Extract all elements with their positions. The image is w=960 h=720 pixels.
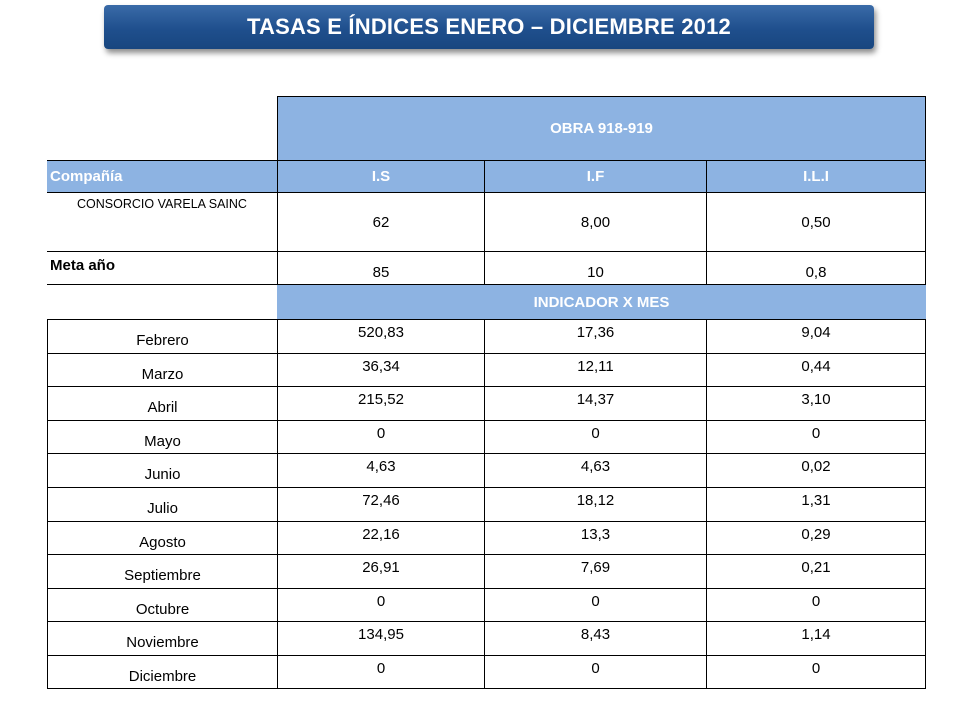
- month-value: 215,52: [277, 386, 484, 420]
- month-value: 7,69: [484, 554, 706, 588]
- meta-value: 0,8: [706, 252, 926, 285]
- month-value: 26,91: [277, 554, 484, 588]
- month-value: 0: [277, 420, 484, 453]
- month-value: 14,37: [484, 386, 706, 420]
- month-value: 1,31: [706, 487, 926, 521]
- month-name: Julio: [47, 487, 277, 521]
- company-value: 62: [277, 193, 484, 252]
- month-value: 18,12: [484, 487, 706, 521]
- month-name: Marzo: [47, 353, 277, 386]
- month-value: 17,36: [484, 319, 706, 353]
- month-value: 134,95: [277, 621, 484, 655]
- month-value: 0: [277, 588, 484, 621]
- month-value: 0,44: [706, 353, 926, 386]
- month-name: Septiembre: [47, 554, 277, 588]
- column-header-ili: I.L.I: [706, 160, 926, 193]
- month-value: 1,14: [706, 621, 926, 655]
- month-value: 0,29: [706, 521, 926, 554]
- month-value: 0: [706, 420, 926, 453]
- month-value: 0,21: [706, 554, 926, 588]
- meta-value: 10: [484, 252, 706, 285]
- column-header-if: I.F: [484, 160, 706, 193]
- column-header-is: I.S: [277, 160, 484, 193]
- month-value: 0: [484, 588, 706, 621]
- obra-header: OBRA 918-919: [277, 96, 926, 160]
- month-name: Agosto: [47, 521, 277, 554]
- month-name: Octubre: [47, 588, 277, 621]
- month-value: 13,3: [484, 521, 706, 554]
- month-value: 0: [706, 588, 926, 621]
- month-name: Mayo: [47, 420, 277, 453]
- company-value: 0,50: [706, 193, 926, 252]
- month-value: 4,63: [484, 453, 706, 487]
- meta-value: 85: [277, 252, 484, 285]
- month-value: 36,34: [277, 353, 484, 386]
- month-name: Abril: [47, 386, 277, 420]
- meta-label: Meta año: [47, 252, 277, 285]
- month-name: Febrero: [47, 319, 277, 353]
- month-value: 0,02: [706, 453, 926, 487]
- month-name: Noviembre: [47, 621, 277, 655]
- column-header-compania: Compañía: [47, 160, 277, 193]
- month-value: 4,63: [277, 453, 484, 487]
- month-name: Junio: [47, 453, 277, 487]
- page-title: TASAS E ÍNDICES ENERO – DICIEMBRE 2012: [104, 5, 874, 49]
- company-value: 8,00: [484, 193, 706, 252]
- month-value: 8,43: [484, 621, 706, 655]
- month-value: 72,46: [277, 487, 484, 521]
- indicator-header: INDICADOR X MES: [277, 285, 926, 319]
- month-value: 0: [277, 655, 484, 689]
- month-value: 3,10: [706, 386, 926, 420]
- month-value: 520,83: [277, 319, 484, 353]
- company-name: CONSORCIO VARELA SAINC: [47, 193, 277, 252]
- month-value: 9,04: [706, 319, 926, 353]
- month-value: 0: [484, 655, 706, 689]
- month-value: 0: [484, 420, 706, 453]
- month-value: 22,16: [277, 521, 484, 554]
- month-value: 12,11: [484, 353, 706, 386]
- month-name: Diciembre: [47, 655, 277, 689]
- month-value: 0: [706, 655, 926, 689]
